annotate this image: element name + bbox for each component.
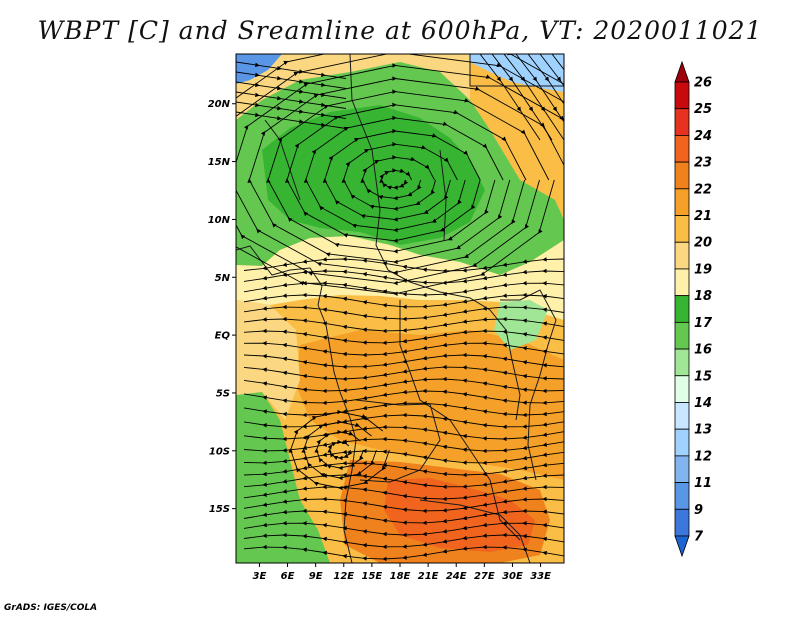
- chart-title: WBPT [C] and Sreamline at 600hPa, VT: 20…: [37, 16, 763, 45]
- colorbar-bin: [674, 455, 690, 483]
- streamline: [243, 364, 564, 382]
- colorbar-label: 20: [694, 236, 712, 251]
- colorbar-bin: [674, 375, 690, 403]
- lat-label: 5S: [216, 388, 230, 399]
- colorbar-label: 21: [694, 209, 712, 224]
- colorbar-label: 25: [694, 102, 712, 117]
- colorbar-top-extension: [674, 60, 690, 83]
- colorbar-bin: [674, 295, 690, 323]
- colorbar-bin: [674, 81, 690, 110]
- colorbar-label: 17: [694, 316, 713, 331]
- streamline: [551, 54, 564, 71]
- colorbar-bin: [674, 268, 690, 297]
- colorbar-label: 18: [694, 289, 712, 304]
- colorbar-bin: [674, 428, 690, 457]
- colorbar-label: 13: [694, 423, 712, 438]
- colorbar-bin: [674, 188, 690, 216]
- lon-label: 18E: [390, 571, 411, 582]
- lat-label: 10N: [208, 215, 231, 226]
- streamline: [236, 71, 347, 89]
- colorbar-label: 22: [694, 182, 712, 197]
- colorbar-bin: [674, 135, 690, 163]
- streamline: [243, 544, 564, 562]
- longitude-axis: 3E 6E 9E 12E 15E 18E 21E 24E 27E 30E 33E: [253, 563, 551, 582]
- colorbar-bin: [674, 508, 690, 537]
- lon-label: 6E: [281, 571, 295, 582]
- colorbar-bin: [674, 241, 690, 270]
- streamline: [539, 54, 564, 112]
- colorbar-label: 11: [694, 476, 712, 491]
- colorbar: 26 25 24 23 22 21 20 19 18 17 16 15 14 13 12 11 9 7: [674, 60, 713, 558]
- colorbar-label: 7: [694, 530, 704, 545]
- lon-label: 12E: [333, 571, 354, 582]
- colorbar-bottom-extension: [674, 535, 690, 558]
- grads-credit: GrADS: IGES/COLA: [4, 603, 98, 613]
- streamline: [243, 268, 564, 286]
- colorbar-bin: [674, 348, 690, 377]
- streamline: [563, 54, 564, 55]
- lon-label: 9E: [309, 571, 323, 582]
- colorbar-label: 19: [694, 262, 712, 277]
- streamline: [243, 376, 564, 394]
- colorbar-label: 23: [694, 156, 712, 171]
- lon-label: 33E: [530, 571, 551, 582]
- streamline: [236, 111, 347, 129]
- lat-label: EQ: [215, 331, 231, 342]
- streamline: [243, 256, 564, 274]
- lat-label: 5N: [215, 273, 231, 284]
- streamline: [243, 352, 564, 370]
- streamline: [288, 409, 390, 491]
- latitude-axis: 20N 15N 10N 5N EQ 5S 10S 15S: [208, 99, 236, 515]
- colorbar-label: 12: [694, 449, 712, 464]
- streamline: [243, 340, 564, 358]
- colorbar-label: 9: [694, 503, 703, 518]
- colorbar-bin: [674, 161, 690, 190]
- streamline: [236, 61, 347, 79]
- lon-label: 24E: [446, 571, 467, 582]
- streamlines: [236, 54, 564, 562]
- colorbar-label: 15: [694, 369, 712, 384]
- lon-label: 27E: [474, 571, 495, 582]
- lat-label: 20N: [208, 99, 231, 110]
- streamline: [236, 101, 347, 119]
- colorbar-bin: [674, 482, 690, 510]
- lon-label: 15E: [362, 571, 383, 582]
- lon-label: 3E: [253, 571, 267, 582]
- lat-label: 15S: [209, 504, 230, 515]
- lon-label: 30E: [502, 571, 523, 582]
- lon-label: 21E: [418, 571, 439, 582]
- colorbar-bin: [674, 108, 690, 136]
- streamline: [236, 91, 347, 109]
- lat-label: 15N: [208, 157, 231, 168]
- colorbar-bin: [674, 402, 690, 430]
- colorbar-label: 26: [694, 76, 712, 91]
- streamline: [236, 81, 347, 99]
- colorbar-bin: [674, 215, 690, 243]
- lat-label: 10S: [209, 446, 230, 457]
- colorbar-label: 24: [694, 129, 712, 144]
- colorbar-label: 14: [694, 396, 712, 411]
- colorbar-bin: [674, 321, 690, 350]
- colorbar-label: 16: [694, 343, 712, 358]
